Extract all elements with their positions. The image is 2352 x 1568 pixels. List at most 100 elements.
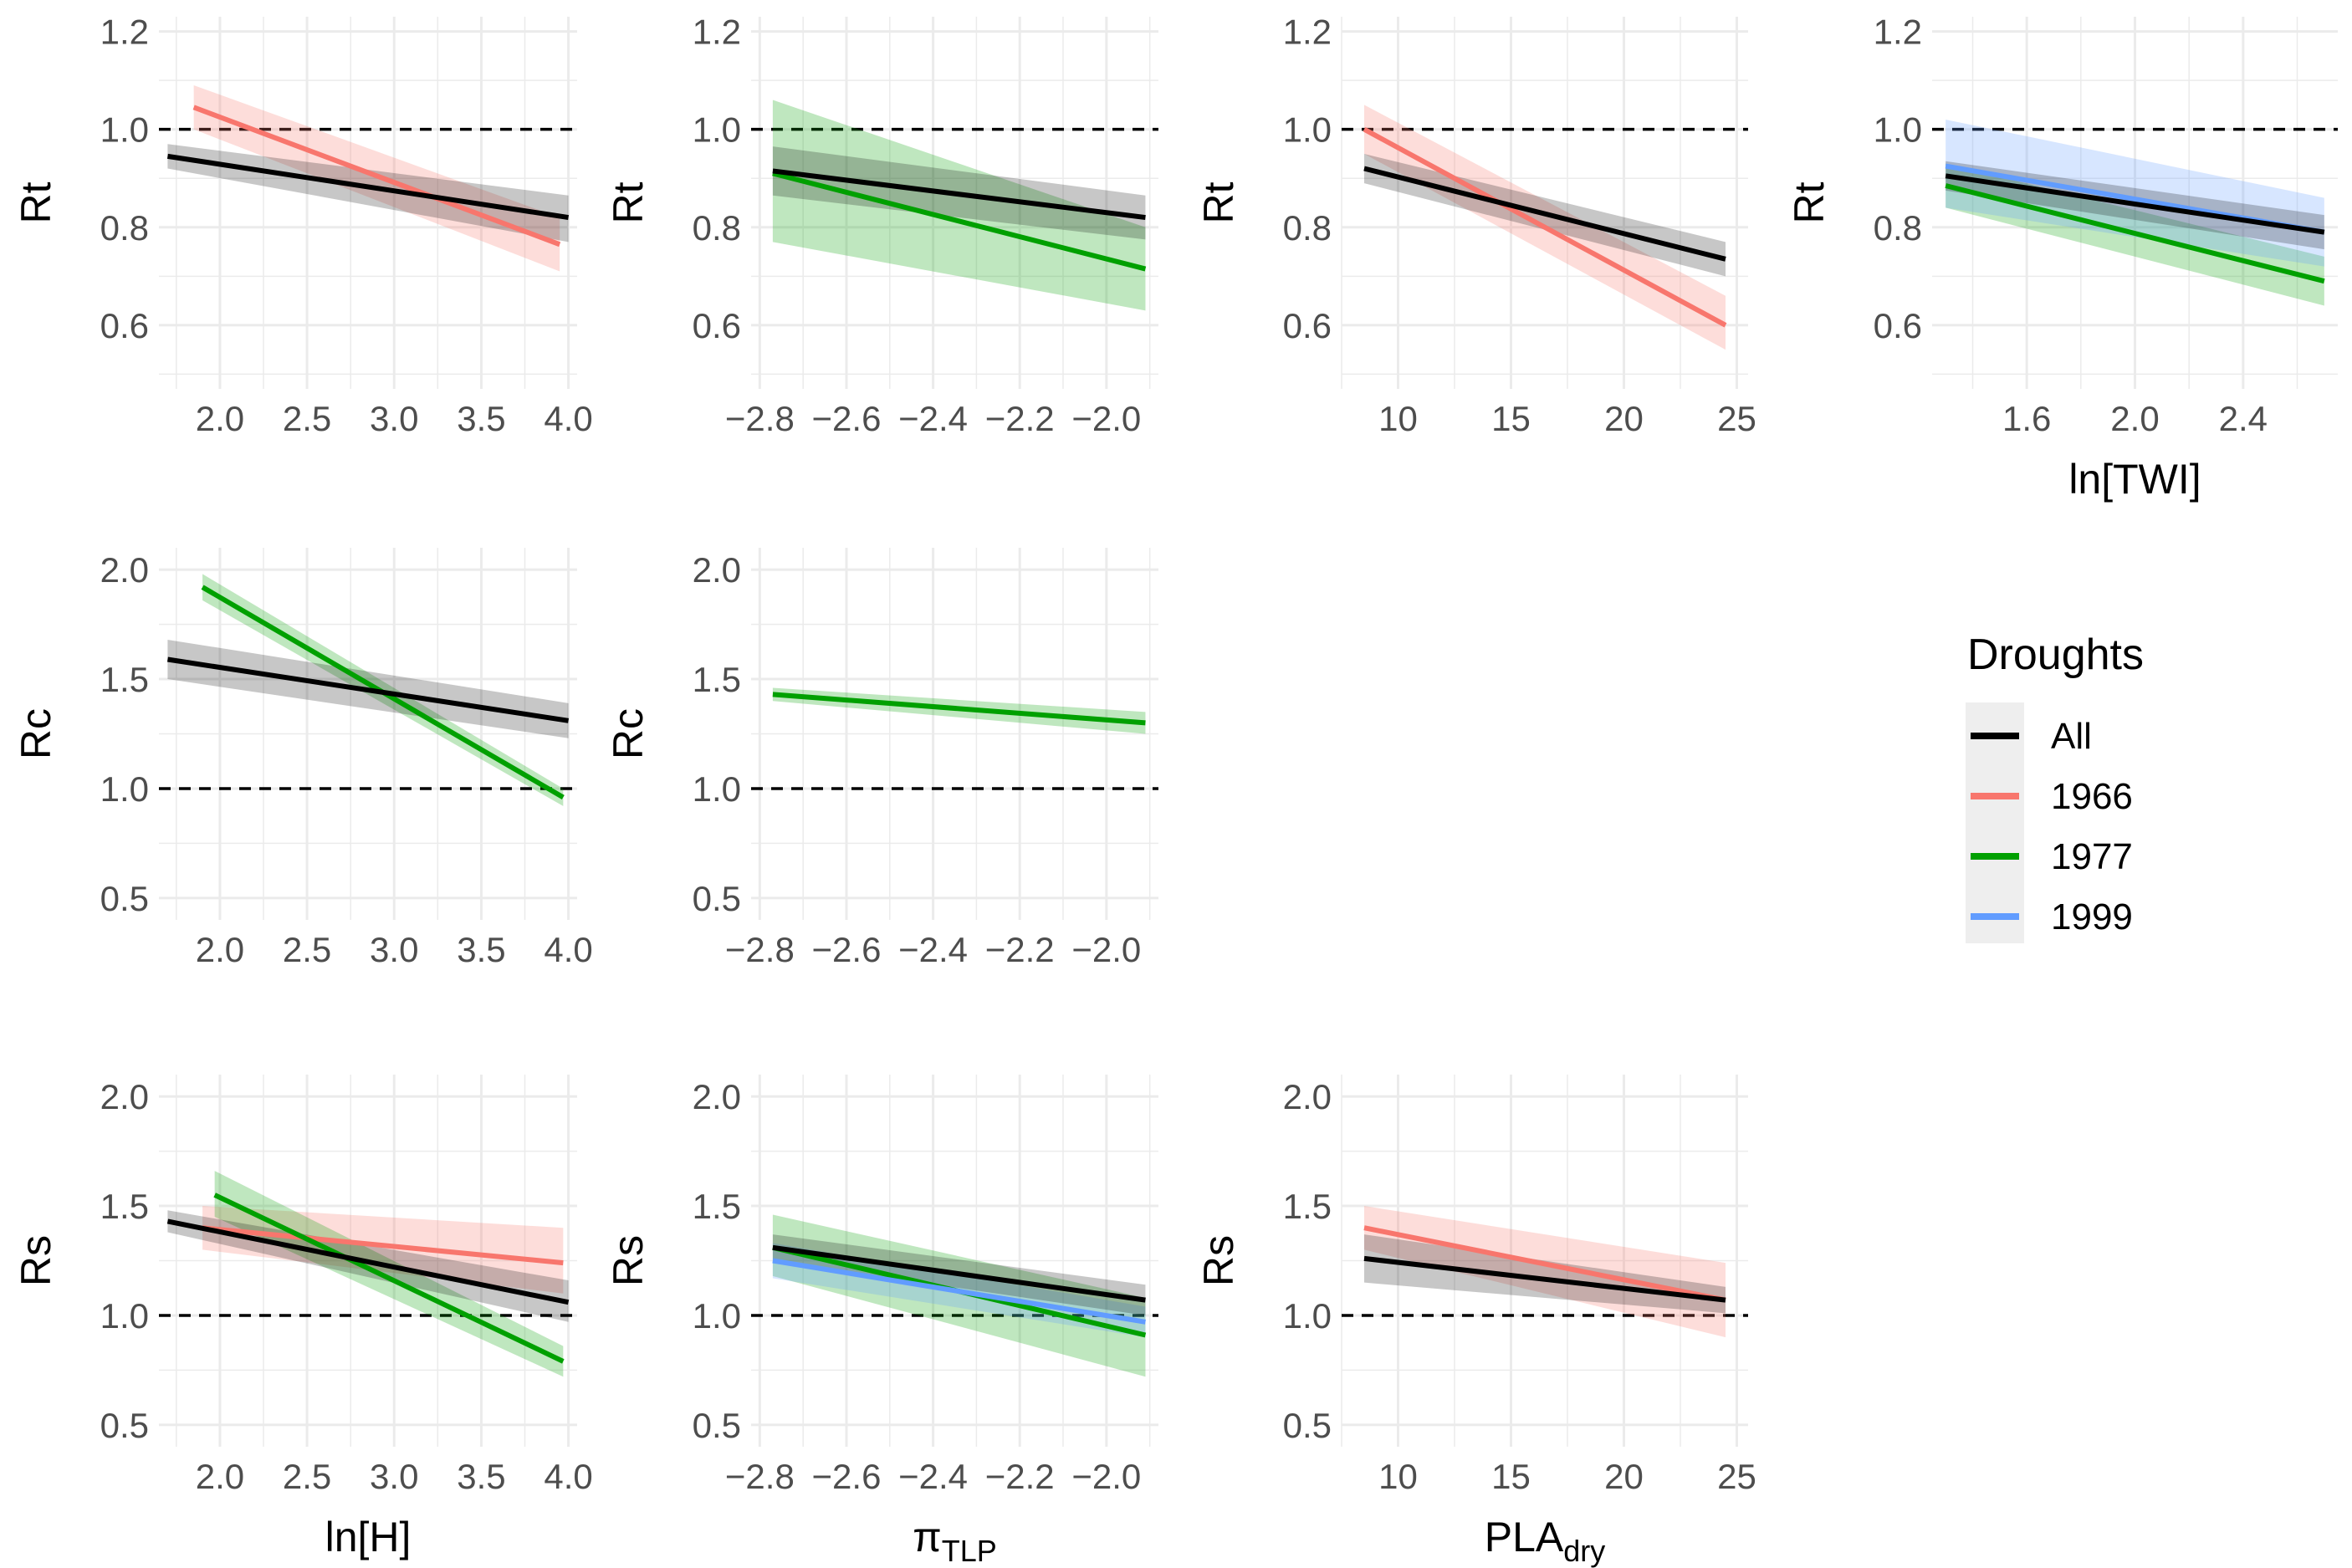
x-tick-label: −2.6 [812, 399, 882, 438]
y-tick-label: 0.5 [100, 879, 149, 918]
ci-band-1977 [772, 1214, 1146, 1377]
y-tick-label: 1.0 [100, 110, 149, 150]
y-tick-label: 0.6 [100, 306, 149, 345]
x-tick-label: 3.5 [457, 399, 505, 438]
y-tick-label: 1.2 [1283, 13, 1332, 52]
panel-Rt-PLA: 10 15 20 25 0.6 0.8 1.0 1.2 Rt [1195, 13, 1756, 438]
panel-Rt-H: 2.0 2.5 3.0 3.5 4.0 0.6 0.8 1.0 1.2 Rt [13, 13, 593, 438]
x-tick-label: 2.0 [196, 930, 244, 969]
y-tick-label: 1.2 [693, 13, 741, 52]
y-axis-title: Rt [1195, 181, 1242, 223]
x-tick-label: 2.5 [283, 1457, 331, 1496]
ci-band-1966 [1364, 1206, 1726, 1338]
y-axis-title: Rt [1786, 181, 1833, 223]
x-tick-label: 10 [1378, 1457, 1418, 1496]
ci-band-1977 [772, 100, 1146, 311]
x-tick-label: −2.8 [725, 399, 795, 438]
legend: Droughts All 1966 1977 1999 [1966, 631, 2144, 943]
y-tick-label: 0.5 [100, 1406, 149, 1445]
x-tick-label: −2.0 [1071, 1457, 1141, 1496]
y-tick-label: 1.5 [693, 660, 741, 699]
legend-label-All: All [2051, 716, 2092, 757]
y-axis-title: Rc [13, 708, 59, 759]
x-tick-label: −2.4 [898, 399, 968, 438]
x-tick-label: 2.4 [2219, 399, 2268, 438]
trend-line-1999 [772, 1258, 1146, 1325]
panel-Rs-PLA: 10 15 20 25 0.5 1.0 1.5 2.0 Rs PLAdry [1195, 1075, 1756, 1568]
x-tick-label: 1.6 [2002, 399, 2051, 438]
x-tick-label: −2.6 [812, 1457, 882, 1496]
x-axis-title: PLAdry [1485, 1514, 1606, 1568]
y-tick-label: 1.0 [100, 1296, 149, 1336]
x-tick-label: 3.0 [370, 1457, 418, 1496]
x-tick-label: 4.0 [544, 1457, 592, 1496]
y-tick-label: 0.8 [1283, 208, 1332, 248]
trend-line-All [772, 168, 1146, 221]
y-axis-title: Rs [13, 1235, 59, 1286]
x-tick-label: −2.0 [1071, 399, 1141, 438]
x-tick-label: 25 [1717, 1457, 1756, 1496]
y-tick-label: 0.6 [1874, 306, 1922, 345]
panels: 2.0 2.5 3.0 3.5 4.0 0.6 0.8 1.0 1.2 Rt −2.8 −2.6 −2.… [13, 13, 2338, 1568]
x-tick-label: 15 [1491, 1457, 1531, 1496]
y-tick-label: 2.0 [693, 1077, 741, 1116]
y-tick-label: 2.0 [100, 550, 149, 590]
y-tick-label: 1.0 [1283, 110, 1332, 150]
legend-label-1999: 1999 [2051, 896, 2133, 937]
trend-line-1977 [772, 171, 1147, 272]
y-tick-label: 1.0 [1874, 110, 1922, 150]
y-tick-label: 0.8 [693, 208, 741, 248]
y-tick-label: 2.0 [693, 550, 741, 590]
panel-Rc-piTLP: −2.8 −2.6 −2.4 −2.2 −2.0 0.5 1.0 1.5 2.0 Rc [605, 548, 1158, 969]
x-tick-label: 25 [1717, 399, 1756, 438]
x-tick-label: 10 [1378, 399, 1418, 438]
legend-key-background [1966, 702, 2024, 943]
legend-label-1977: 1977 [2051, 836, 2133, 877]
x-tick-label: −2.8 [725, 1457, 795, 1496]
x-tick-label: −2.2 [985, 1457, 1055, 1496]
y-tick-label: 1.0 [693, 110, 741, 150]
y-tick-label: 1.0 [693, 769, 741, 809]
y-tick-label: 0.5 [693, 879, 741, 918]
trend-line-All [166, 1218, 570, 1305]
y-axis-title: Rc [605, 708, 652, 759]
x-tick-label: −2.6 [812, 930, 882, 969]
y-tick-label: 0.5 [693, 1406, 741, 1445]
x-tick-label: 3.0 [370, 930, 418, 969]
y-tick-label: 1.0 [693, 1296, 741, 1336]
y-tick-label: 2.0 [1283, 1077, 1332, 1116]
ci-band-1966 [202, 1206, 564, 1294]
panel-Rs-H: 2.0 2.5 3.0 3.5 4.0 0.5 1.0 1.5 2.0 Rs ln[H] [13, 1075, 593, 1560]
trend-line-1966 [1363, 1225, 1726, 1303]
legend-title: Droughts [1967, 631, 2144, 679]
panel-Rs-piTLP: −2.8 −2.6 −2.4 −2.2 −2.0 0.5 1.0 1.5 2.0 Rs πTLP [605, 1075, 1158, 1568]
x-tick-label: 2.0 [196, 1457, 244, 1496]
x-tick-label: 3.0 [370, 399, 418, 438]
trend-line-1966 [1363, 127, 1727, 328]
trend-line-All [772, 1244, 1146, 1303]
x-tick-label: 3.5 [457, 1457, 505, 1496]
x-axis-title: ln[H] [325, 1514, 412, 1560]
y-tick-label: 0.5 [1283, 1406, 1332, 1445]
y-tick-label: 0.8 [1874, 208, 1922, 248]
y-tick-label: 1.5 [1283, 1187, 1332, 1226]
x-tick-label: 4.0 [544, 399, 592, 438]
trend-line-1966 [192, 105, 561, 248]
x-tick-label: 2.5 [283, 930, 331, 969]
panel-Rt-piTLP: −2.8 −2.6 −2.4 −2.2 −2.0 0.6 0.8 1.0 1.2 Rt [605, 13, 1158, 438]
y-tick-label: 1.5 [100, 1187, 149, 1226]
x-tick-label: 3.5 [457, 930, 505, 969]
y-tick-label: 1.0 [100, 769, 149, 809]
trend-line-1977 [213, 1193, 565, 1364]
y-tick-label: 1.2 [100, 13, 149, 52]
ci-band-1977 [214, 1171, 564, 1377]
y-tick-label: 0.6 [1283, 306, 1332, 345]
y-tick-label: 1.0 [1283, 1296, 1332, 1336]
x-tick-label: −2.8 [725, 930, 795, 969]
y-tick-label: 1.5 [693, 1187, 741, 1226]
y-axis-title: Rt [13, 181, 59, 223]
y-tick-label: 1.5 [100, 660, 149, 699]
y-tick-label: 0.6 [693, 306, 741, 345]
y-axis-title: Rs [1195, 1235, 1242, 1286]
trend-line-All [1363, 166, 1726, 262]
